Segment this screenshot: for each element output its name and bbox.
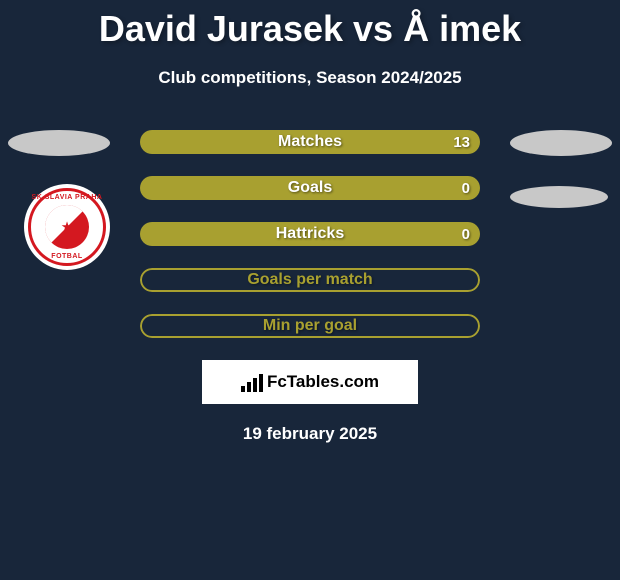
club-badge-text-top: SK SLAVIA PRAHA [24, 194, 110, 201]
bar-chart-icon [241, 372, 263, 392]
stats-bars: Matches 13 Goals 0 Hattricks 0 Goals per… [140, 130, 480, 338]
stat-bar-hattricks: Hattricks 0 [140, 222, 480, 246]
stat-value: 0 [462, 180, 470, 197]
stat-bar-goals-per-match: Goals per match [140, 268, 480, 292]
avatar-placeholder-right-2 [510, 186, 608, 208]
stat-bar-matches: Matches 13 [140, 130, 480, 154]
date-text: 19 february 2025 [0, 424, 620, 444]
content-area: SK SLAVIA PRAHA ★ FOTBAL Matches 13 Goal… [0, 130, 620, 444]
star-icon: ★ [61, 219, 74, 236]
club-badge: SK SLAVIA PRAHA ★ FOTBAL [24, 184, 110, 270]
club-badge-text-bottom: FOTBAL [24, 253, 110, 260]
avatar-placeholder-left [8, 130, 110, 156]
stat-value: 13 [453, 134, 470, 151]
stat-value: 0 [462, 226, 470, 243]
stat-label: Matches [278, 133, 342, 151]
avatar-placeholder-right-1 [510, 130, 612, 156]
footer-brand-box: FcTables.com [202, 360, 418, 404]
stat-bar-min-per-goal: Min per goal [140, 314, 480, 338]
stat-bar-goals: Goals 0 [140, 176, 480, 200]
footer-brand-text: FcTables.com [267, 372, 379, 392]
page-subtitle: Club competitions, Season 2024/2025 [0, 68, 620, 88]
stat-label: Min per goal [263, 317, 357, 335]
page-title: David Jurasek vs Å imek [0, 0, 620, 50]
stat-label: Hattricks [276, 225, 344, 243]
stat-label: Goals per match [247, 271, 372, 289]
stat-label: Goals [288, 179, 332, 197]
